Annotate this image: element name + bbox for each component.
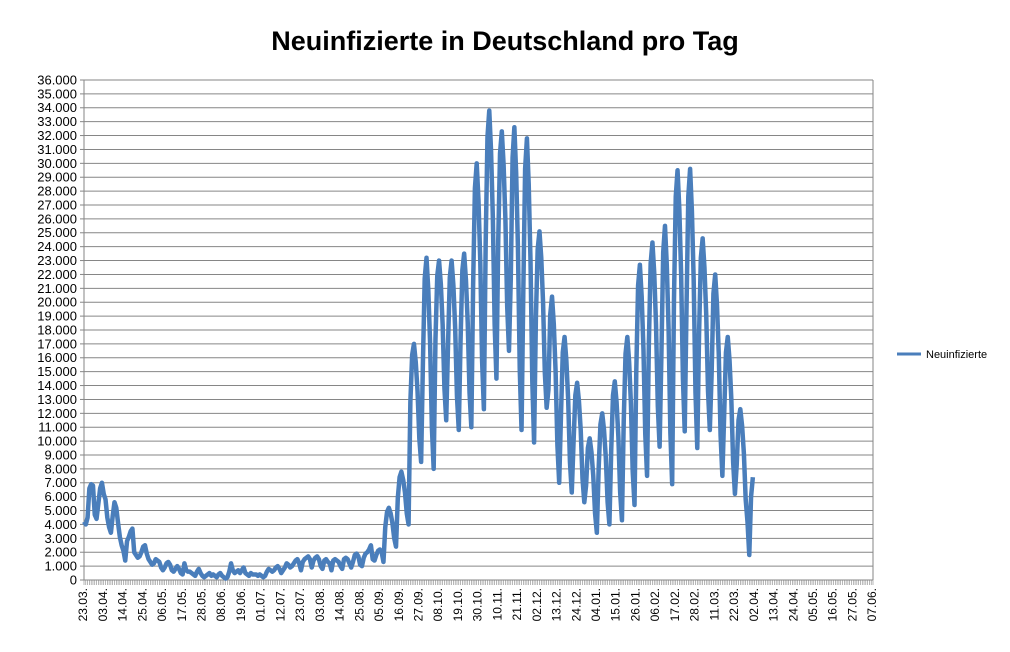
x-tick-label: 08.10. [431,588,445,621]
x-tick-label: 28.02. [688,588,702,621]
y-tick-label: 35.000 [37,86,77,101]
x-tick-label: 19.10. [451,588,465,621]
y-tick-label: 15.000 [37,364,77,379]
y-tick-label: 12.000 [37,406,77,421]
x-tick-label: 16.09. [392,588,406,621]
y-tick-label: 10.000 [37,434,77,449]
y-tick-label: 34.000 [37,100,77,115]
x-tick-label: 06.02. [648,588,662,621]
y-tick-label: 1.000 [44,559,77,574]
y-tick-label: 5.000 [44,503,77,518]
x-tick-label: 04.01. [589,588,603,621]
y-tick-label: 6.000 [44,489,77,504]
y-tick-label: 3.000 [44,531,77,546]
chart-title: Neuinfizierte in Deutschland pro Tag [271,26,739,56]
x-tick-label: 02.12. [530,588,544,621]
x-tick-label: 10.11. [490,588,504,620]
x-tick-label: 25.04. [135,588,149,621]
x-tick-label: 14.04. [116,588,130,621]
x-tick-label: 11.03. [707,588,721,620]
x-tick-label: 28.05. [195,588,209,621]
y-tick-label: 33.000 [37,114,77,129]
y-tick-label: 14.000 [37,378,77,393]
y-tick-label: 27.000 [37,197,77,212]
y-tick-label: 31.000 [37,142,77,157]
y-tick-label: 20.000 [37,295,77,310]
x-tick-label: 06.05. [155,588,169,621]
y-tick-label: 28.000 [37,184,77,199]
legend-label: Neuinfizierte [926,349,987,361]
x-tick-label: 16.05. [826,588,840,621]
x-tick-label: 30.10. [471,588,485,621]
x-tick-label: 23.07. [293,588,307,621]
y-tick-label: 9.000 [44,447,77,462]
y-tick-label: 30.000 [37,156,77,171]
x-tick-label: 01.07. [254,588,268,621]
x-tick-label: 07.06. [865,588,879,621]
x-tick-label: 24.12. [569,588,583,621]
x-tick-label: 22.03. [727,588,741,621]
x-tick-label: 17.05. [175,588,189,621]
y-tick-label: 19.000 [37,309,77,324]
y-tick-label: 36.000 [37,72,77,87]
y-tick-label: 11.000 [38,420,77,435]
x-tick-label: 14.08. [333,588,347,621]
y-tick-label: 16.000 [37,350,77,365]
y-tick-label: 25.000 [37,225,77,240]
x-tick-label: 19.06. [234,588,248,621]
x-tick-label: 15.01. [609,588,623,621]
x-tick-label: 03.08. [313,588,327,621]
y-tick-label: 18.000 [37,322,77,337]
x-tick-label: 23.03. [76,588,90,621]
y-tick-label: 22.000 [37,267,77,282]
x-tick-label: 17.02. [668,588,682,621]
x-tick-label: 13.04. [767,588,781,621]
x-tick-label: 24.04. [786,588,800,621]
x-tick-label: 13.12. [550,588,564,621]
y-tick-label: 0 [70,572,77,587]
y-tick-label: 21.000 [37,281,77,296]
x-tick-label: 05.05. [806,588,820,621]
x-tick-label: 08.06. [214,588,228,621]
x-tick-label: 27.09. [411,588,425,621]
y-tick-label: 29.000 [37,170,77,185]
x-tick-label: 02.04. [747,588,761,621]
y-tick-label: 17.000 [37,336,77,351]
x-tick-label: 21.11. [510,588,524,620]
y-tick-label: 13.000 [37,392,77,407]
y-tick-label: 26.000 [37,211,77,226]
y-tick-label: 8.000 [44,461,77,476]
x-tick-label: 27.05. [845,588,859,621]
y-tick-label: 4.000 [44,517,77,532]
x-tick-label: 12.07. [273,588,287,621]
y-tick-label: 2.000 [44,545,77,560]
x-tick-label: 26.01. [628,588,642,621]
x-tick-label: 05.09. [372,588,386,621]
x-tick-label: 25.08. [352,588,366,621]
data-line [82,108,756,581]
y-tick-label: 23.000 [37,253,77,268]
x-tick-label: 03.04. [96,588,110,621]
y-tick-label: 24.000 [37,239,77,254]
y-tick-label: 32.000 [37,128,77,143]
y-tick-label: 7.000 [44,475,77,490]
